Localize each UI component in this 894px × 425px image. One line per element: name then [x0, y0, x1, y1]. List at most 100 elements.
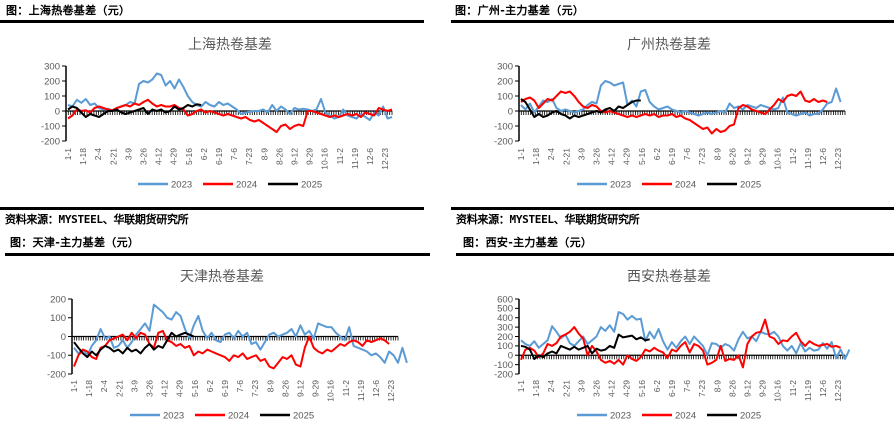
x-tick-label: 3-9: [123, 148, 133, 161]
panel-guangzhou: 图：广州-主力基差（元） 广州热卷基差 300 200 100 0 -100 -200 1-1…: [447, 0, 894, 212]
x-tick-label: 9-12: [296, 380, 306, 397]
x-tick-label: 3-9: [129, 380, 139, 393]
x-tick-label: 1-18: [84, 380, 94, 397]
x-tick-label: 3-9: [576, 380, 586, 393]
header-rule: [451, 20, 894, 23]
x-tick-label: 7-23: [697, 148, 707, 165]
x-tick-label: 4-12: [154, 148, 164, 165]
x-tick-label: 6-19: [667, 380, 677, 397]
x-tick-label: 11-19: [803, 380, 813, 401]
chart-title: 天津热卷基差: [180, 268, 264, 285]
x-tick-label: 2-21: [108, 148, 118, 165]
y-tick-label: 100: [44, 91, 60, 102]
y-tick-label: 0: [61, 332, 66, 343]
series-line-2023: [520, 80, 842, 117]
y-tick-label: 200: [497, 76, 513, 87]
legend-label-2024: 2024: [675, 411, 696, 422]
x-tick-label: 12-6: [818, 148, 828, 165]
x-tick-label: 12-23: [386, 380, 396, 402]
x-tick-label: 9-12: [290, 148, 300, 165]
x-tick-label: 7-6: [682, 148, 692, 161]
x-tick-label: 4-12: [160, 380, 170, 397]
x-tick-label: 6-2: [199, 148, 209, 161]
x-axis-ticks: [518, 355, 846, 360]
y-tick-label: 100: [497, 91, 513, 102]
y-tick-label: 100: [497, 341, 513, 352]
legend-label-2025: 2025: [740, 180, 761, 191]
panel-xian: 图：西安-主力基差（元） 西安热卷基差 600 500 400 300 200 100 0 -1…: [447, 230, 894, 425]
x-tick-label: 4-12: [607, 380, 617, 397]
x-tick-label: 12-23: [833, 148, 843, 170]
y-tick-label: 200: [44, 76, 60, 87]
x-tick-label: 1-18: [78, 148, 88, 165]
x-tick-label: 1-1: [63, 148, 73, 161]
x-tick-label: 9-12: [743, 380, 753, 397]
legend-label-2023: 2023: [171, 180, 192, 191]
x-tick-label: 5-16: [637, 380, 647, 397]
x-tick-label: 8-26: [727, 380, 737, 397]
x-tick-label: 6-2: [205, 380, 215, 393]
x-tick-label: 10-16: [773, 380, 783, 402]
legend-label-2023: 2023: [610, 180, 631, 191]
x-tick-label: 4-29: [622, 148, 632, 165]
x-tick-label: 2-4: [546, 148, 556, 161]
y-tick-label: 0: [508, 106, 513, 117]
x-tick-label: 6-19: [214, 148, 224, 165]
y-tick-label: 600: [497, 294, 513, 305]
chart-title: 广州热卷基差: [627, 36, 711, 53]
x-tick-label: 1-1: [69, 380, 79, 393]
footer-rule: [451, 207, 894, 210]
x-tick-label: 2-21: [561, 380, 571, 397]
series-line-2024: [67, 98, 393, 133]
x-tick-label: 2-4: [99, 380, 109, 393]
y-tick-label: 300: [44, 61, 60, 72]
figure-title: 图：天津-主力基差（元）: [10, 236, 140, 249]
x-tick-label: 5-16: [190, 380, 200, 397]
x-tick-label: 10-16: [320, 148, 330, 170]
x-tick-label: 11-2: [335, 148, 345, 165]
x-tick-label: 9-29: [758, 148, 768, 165]
legend-label-2025: 2025: [301, 180, 322, 191]
x-tick-label: 3-26: [592, 148, 602, 165]
y-tick-label: -100: [494, 121, 513, 132]
x-tick-label: 7-6: [682, 380, 692, 393]
x-tick-label: 1-1: [516, 380, 526, 393]
y-tick-label: -200: [494, 369, 513, 380]
x-tick-label: 6-2: [652, 148, 662, 161]
series-line-2025: [520, 98, 641, 120]
x-tick-label: 11-19: [803, 148, 813, 169]
series-line-2025: [520, 333, 650, 360]
x-tick-label: 12-6: [365, 148, 375, 165]
figure-title: 图：西安-主力基差（元）: [463, 236, 593, 249]
y-tick-label: 0: [55, 106, 60, 117]
x-tick-label: 11-2: [788, 380, 798, 397]
x-tick-label: 7-6: [229, 148, 239, 161]
header-rule: [0, 20, 424, 23]
x-tick-label: 1-18: [531, 148, 541, 165]
header-rule: [456, 253, 894, 256]
figure-title: 图：广州-主力基差（元）: [455, 4, 585, 17]
chart-title: 西安热卷基差: [627, 268, 711, 285]
panel-tianjin: 图：天津-主力基差（元） 天津热卷基差 200 100 0 -100 -200 1-1 1-1…: [0, 230, 447, 425]
x-tick-label: 2-4: [93, 148, 103, 161]
x-tick-label: 7-23: [697, 380, 707, 397]
legend-label-2023: 2023: [610, 411, 631, 422]
x-tick-label: 2-21: [561, 148, 571, 165]
x-tick-label: 3-26: [145, 380, 155, 397]
legend-label-2024: 2024: [675, 180, 696, 191]
series-line-2023: [520, 311, 851, 360]
x-tick-label: 8-9: [712, 148, 722, 161]
x-tick-label: 8-9: [265, 380, 275, 393]
series-line-2024: [520, 318, 841, 369]
y-tick-label: 0: [508, 351, 513, 362]
series-line-2023: [73, 303, 408, 364]
x-tick-label: 12-6: [818, 380, 828, 397]
x-tick-label: 3-26: [139, 148, 149, 165]
x-tick-label: 8-9: [259, 148, 269, 161]
x-tick-label: 4-29: [169, 148, 179, 165]
x-tick-label: 12-6: [371, 380, 381, 397]
header-rule: [5, 253, 430, 256]
y-tick-label: -200: [41, 136, 60, 147]
